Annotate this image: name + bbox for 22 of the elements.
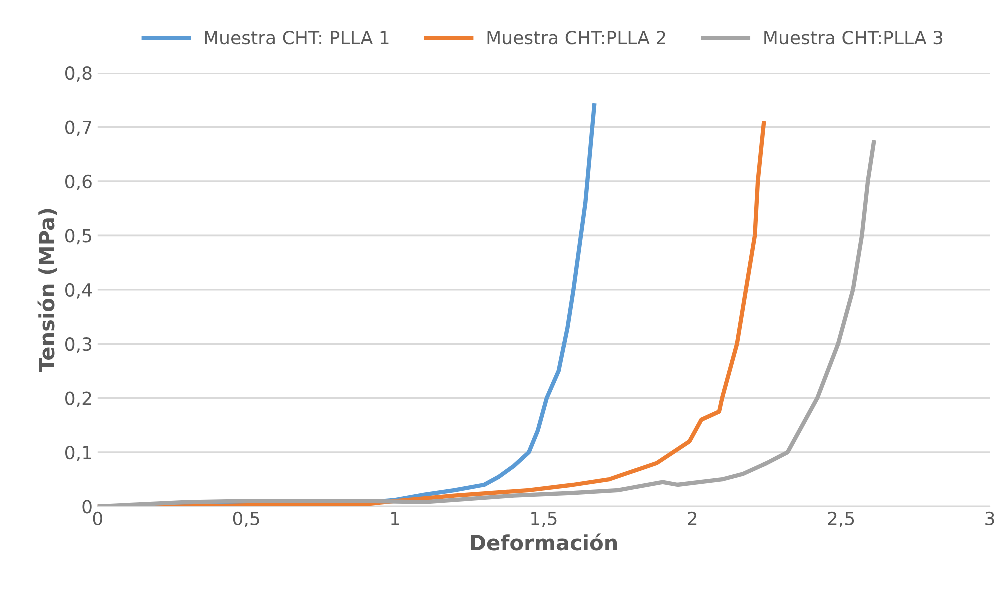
y-tick-label: 0,1 (66, 446, 92, 462)
x-tick-label: 3 (986, 512, 994, 526)
legend-label: Muestra CHT: PLLA 1 (205, 30, 389, 45)
x-tick-label: 1,5 (532, 512, 557, 528)
legend-label: Muestra CHT:PLLA 3 (764, 30, 943, 45)
y-axis-title: Tensión (MPa) (38, 209, 58, 372)
y-tick-label: 0,4 (66, 283, 92, 299)
y-tick-label: 0 (82, 500, 92, 514)
y-tick-label: 0,8 (66, 66, 92, 82)
x-tick-label: 1 (392, 512, 400, 526)
x-axis-title: Deformación (471, 534, 618, 551)
legend-label: Muestra CHT:PLLA 2 (488, 30, 666, 45)
y-tick-label: 0,2 (66, 392, 92, 408)
line-series (98, 140, 876, 507)
x-tick-label: 2 (688, 512, 697, 526)
y-tick-label: 0,7 (66, 120, 92, 136)
x-tick-label: 0,5 (233, 512, 260, 528)
y-tick-label: 0,3 (66, 338, 92, 354)
y-tick-label: 0,6 (66, 174, 92, 190)
x-tick-label: 0 (93, 512, 102, 526)
x-tick-label: 2,5 (828, 512, 854, 528)
y-tick-label: 0,5 (66, 229, 92, 245)
